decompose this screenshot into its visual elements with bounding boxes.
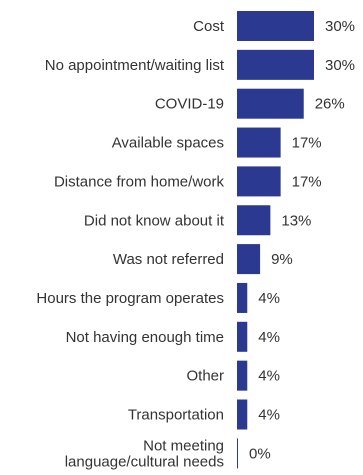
- bar: [237, 205, 271, 236]
- category-label-line: Did not know about it: [84, 212, 225, 229]
- value-label: 26%: [315, 96, 345, 113]
- bar: [237, 399, 248, 430]
- category-label-line: Distance from home/work: [54, 173, 225, 190]
- value-label: 4%: [258, 329, 280, 346]
- category-label: Was not referred: [113, 251, 224, 268]
- category-label: No appointment/waiting list: [45, 57, 225, 74]
- value-label: 4%: [258, 407, 280, 424]
- bar: [237, 166, 281, 197]
- category-label: Available spaces: [112, 135, 224, 152]
- category-label-line: Not meeting: [143, 437, 224, 454]
- category-labels-group: Cost No appointment/waiting list COVID-19 A…: [36, 18, 224, 470]
- category-label: Not meeting language/cultural needs: [65, 437, 224, 470]
- category-label: Other: [186, 368, 224, 385]
- value-label: 17%: [292, 135, 322, 152]
- category-label-line: Transportation: [128, 407, 224, 424]
- value-label: 17%: [292, 173, 322, 190]
- category-label-line: Not having enough time: [66, 329, 224, 346]
- category-label: Transportation: [128, 407, 224, 424]
- bar: [237, 360, 248, 391]
- bar: [237, 321, 248, 352]
- category-label: Cost: [193, 18, 225, 35]
- value-label: 30%: [325, 18, 355, 35]
- bar: [237, 11, 314, 41]
- value-label: 9%: [271, 251, 293, 268]
- category-label: Did not know about it: [84, 212, 225, 229]
- category-label: Distance from home/work: [54, 173, 225, 190]
- value-label: 4%: [258, 290, 280, 307]
- category-label-line: No appointment/waiting list: [45, 57, 225, 74]
- value-label: 13%: [281, 212, 311, 229]
- value-label: 4%: [258, 368, 280, 385]
- category-label-line: language/cultural needs: [65, 453, 224, 470]
- value-labels-group: 30% 30% 26% 17% 17% 13% 9% 4% 4% 4% 4% 0%: [249, 18, 355, 462]
- category-label-line: COVID-19: [155, 96, 224, 113]
- bar: [237, 244, 261, 275]
- category-label-line: Cost: [193, 18, 225, 35]
- bar: [237, 88, 304, 119]
- value-label: 30%: [325, 57, 355, 74]
- category-label-line: Other: [186, 368, 224, 385]
- bars-group: [237, 11, 314, 469]
- category-label-line: Hours the program operates: [36, 290, 224, 307]
- category-label-line: Available spaces: [112, 135, 224, 152]
- bar: [237, 282, 248, 313]
- category-label: COVID-19: [155, 96, 224, 113]
- category-label: Hours the program operates: [36, 290, 224, 307]
- category-label-line: Was not referred: [113, 251, 224, 268]
- value-label: 0%: [249, 445, 271, 462]
- category-label: Not having enough time: [66, 329, 224, 346]
- bar: [237, 127, 281, 158]
- bar: [237, 49, 314, 80]
